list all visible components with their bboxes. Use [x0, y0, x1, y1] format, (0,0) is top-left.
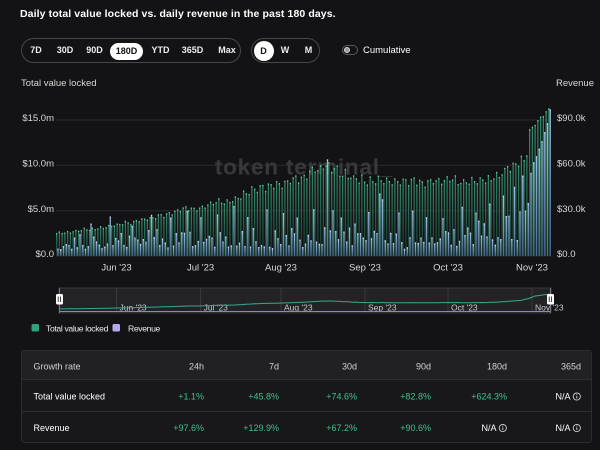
- svg-text:+82.8%: +82.8%: [400, 392, 431, 402]
- svg-text:+45.8%: +45.8%: [248, 392, 279, 402]
- svg-text:$90.0k: $90.0k: [557, 113, 586, 124]
- svg-text:Jul '23: Jul '23: [187, 263, 214, 274]
- svg-text:Aug '23: Aug '23: [284, 303, 313, 313]
- svg-text:Nov '23: Nov '23: [516, 263, 548, 274]
- svg-text:+624.3%: +624.3%: [471, 392, 507, 402]
- svg-text:N/A: N/A: [555, 423, 570, 433]
- svg-text:Revenue: Revenue: [128, 324, 161, 334]
- svg-text:+90.6%: +90.6%: [400, 423, 431, 433]
- svg-text:+1.1%: +1.1%: [178, 392, 204, 402]
- svg-text:$5.0m: $5.0m: [28, 204, 54, 215]
- svg-text:Oct '23: Oct '23: [433, 263, 463, 274]
- svg-text:365d: 365d: [561, 362, 581, 372]
- svg-text:$0.0: $0.0: [36, 249, 55, 260]
- svg-text:$60.0k: $60.0k: [557, 159, 586, 170]
- svg-text:180d: 180d: [487, 362, 507, 372]
- svg-text:+74.6%: +74.6%: [326, 392, 357, 402]
- svg-text:Total value locked: Total value locked: [34, 392, 106, 402]
- svg-text:N/A: N/A: [555, 392, 570, 402]
- svg-text:Total value locked: Total value locked: [46, 324, 109, 334]
- svg-text:30d: 30d: [342, 362, 357, 372]
- svg-text:Sep '23: Sep '23: [349, 263, 381, 274]
- svg-text:90d: 90d: [416, 362, 431, 372]
- svg-text:Nov '23: Nov '23: [535, 303, 564, 313]
- svg-text:+67.2%: +67.2%: [326, 423, 357, 433]
- svg-text:Jul '23: Jul '23: [204, 303, 229, 313]
- svg-text:N/A: N/A: [481, 423, 496, 433]
- svg-text:Revenue: Revenue: [34, 423, 70, 433]
- svg-text:Oct '23: Oct '23: [451, 303, 478, 313]
- svg-text:Sep '23: Sep '23: [368, 303, 397, 313]
- svg-text:$30.0k: $30.0k: [557, 204, 586, 215]
- svg-text:Jun '23: Jun '23: [101, 263, 131, 274]
- svg-text:+97.6%: +97.6%: [173, 423, 204, 433]
- svg-text:Growth rate: Growth rate: [34, 362, 81, 372]
- svg-text:$10.0m: $10.0m: [22, 159, 54, 170]
- svg-text:24h: 24h: [189, 362, 204, 372]
- svg-text:Aug '23: Aug '23: [265, 263, 297, 274]
- svg-text:$15.0m: $15.0m: [22, 113, 54, 124]
- svg-text:+129.9%: +129.9%: [243, 423, 279, 433]
- svg-text:7d: 7d: [269, 362, 279, 372]
- svg-text:$0.0: $0.0: [557, 249, 576, 260]
